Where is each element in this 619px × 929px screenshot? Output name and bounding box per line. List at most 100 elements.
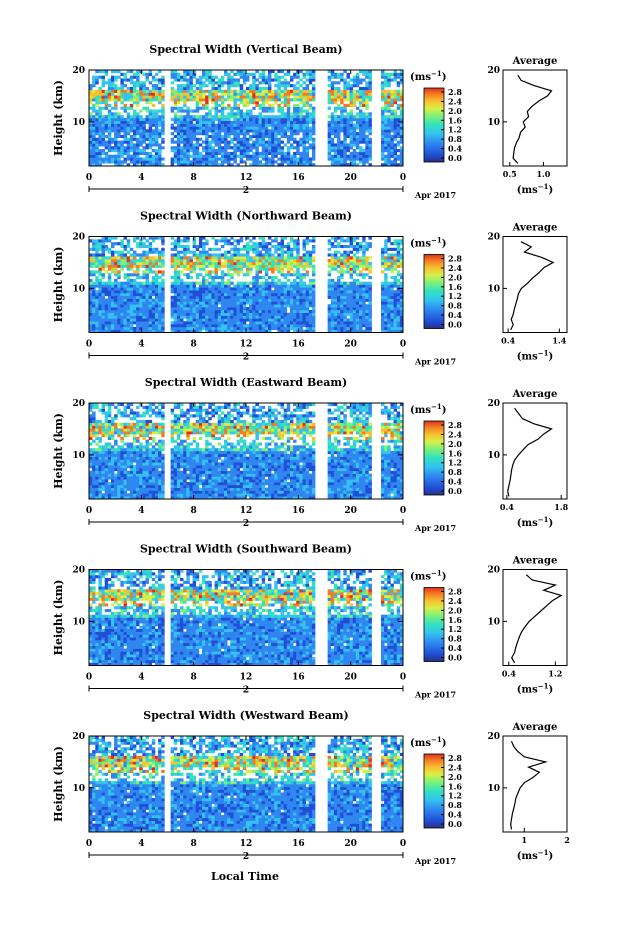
- heatmap-cell: [349, 143, 354, 147]
- heatmap-cell: [330, 75, 335, 79]
- heatmap-cell: [158, 253, 162, 257]
- heatmap-cell: [308, 95, 313, 99]
- heatmap-cell: [286, 242, 291, 246]
- heatmap-cell: [217, 151, 222, 155]
- heatmap-cell: [117, 132, 121, 136]
- heatmap-cell: [280, 89, 284, 93]
- heatmap-cell: [233, 143, 237, 147]
- heatmap-cell: [327, 318, 332, 322]
- heatmap-cell: [211, 140, 215, 144]
- heatmap-cell: [368, 143, 372, 147]
- heatmap-cell: [123, 95, 127, 99]
- heatmap-cell: [139, 287, 143, 291]
- heatmap-cell: [330, 278, 335, 282]
- heatmap-cell: [183, 84, 187, 88]
- heatmap-cell: [299, 307, 303, 311]
- heatmap-cell: [208, 309, 212, 314]
- heatmap-cell: [202, 160, 206, 164]
- heatmap-cell: [381, 106, 385, 110]
- heatmap-cell: [308, 120, 313, 124]
- heatmap-cell: [252, 78, 256, 82]
- heatmap-cell: [189, 132, 193, 136]
- heatmap-cell: [239, 270, 244, 274]
- heatmap-cell: [236, 146, 241, 150]
- heatmap-cell: [158, 118, 162, 122]
- heatmap-cell: [180, 115, 184, 119]
- heatmap-cell: [236, 123, 241, 127]
- heatmap-cell: [211, 95, 215, 99]
- heatmap-cell: [233, 321, 237, 325]
- heatmap-cell: [352, 115, 357, 119]
- heatmap-cell: [154, 309, 159, 314]
- heatmap-cell: [286, 126, 291, 130]
- heatmap-cell: [296, 292, 300, 297]
- heatmap-cell: [158, 307, 162, 311]
- heatmap-cell: [255, 247, 259, 251]
- heatmap-cell: [236, 70, 241, 74]
- heatmap-cell: [261, 151, 266, 155]
- heatmap-cell: [267, 264, 272, 268]
- heatmap-cell: [214, 270, 219, 274]
- heatmap-cell: [123, 92, 127, 96]
- heatmap-cell: [104, 315, 109, 319]
- heatmap-cell: [173, 304, 178, 308]
- heatmap-cell: [267, 321, 272, 325]
- heatmap-cell: [236, 253, 241, 257]
- heatmap-cell: [183, 292, 187, 297]
- heatmap-cell: [352, 315, 357, 319]
- heatmap-cell: [280, 112, 284, 116]
- heatmap-cell: [132, 270, 137, 274]
- heatmap-cell: [95, 157, 99, 161]
- heatmap-cell: [220, 315, 225, 319]
- heatmap-cell: [340, 123, 344, 127]
- heatmap-cell: [359, 304, 363, 308]
- heatmap-cell: [305, 307, 310, 311]
- heatmap-cell: [258, 253, 262, 257]
- heatmap-cell: [249, 315, 253, 319]
- heatmap-cell: [233, 89, 237, 93]
- heatmap-cell: [255, 264, 259, 268]
- heatmap-cell: [129, 98, 134, 102]
- heatmap-cell: [101, 281, 105, 285]
- heatmap-cell: [148, 242, 153, 246]
- heatmap-cell: [114, 315, 118, 319]
- heatmap-cell: [136, 276, 140, 280]
- heatmap-cell: [176, 315, 181, 319]
- heatmap-cell: [264, 324, 269, 328]
- heatmap-cell: [368, 154, 372, 158]
- heatmap-cell: [330, 292, 335, 297]
- heatmap-cell: [192, 239, 197, 243]
- heatmap-cell: [296, 112, 300, 116]
- heatmap-cell: [258, 270, 262, 274]
- heatmap-cell: [330, 309, 335, 314]
- heatmap-cell: [107, 301, 112, 305]
- heatmap-cell: [104, 247, 109, 251]
- heatmap-cell: [289, 78, 294, 82]
- heatmap-cell: [114, 321, 118, 325]
- heatmap-cell: [170, 118, 175, 122]
- heatmap-cell: [176, 239, 181, 243]
- heatmap-cell: [211, 126, 215, 130]
- heatmap-cell: [95, 278, 99, 282]
- heatmap-cell: [299, 78, 303, 82]
- heatmap-cell: [274, 72, 278, 76]
- heatmap-cell: [173, 126, 178, 130]
- heatmap-cell: [92, 95, 96, 99]
- heatmap-cell: [343, 106, 347, 110]
- heatmap-cell: [148, 95, 153, 99]
- heatmap-cell: [211, 120, 215, 124]
- heatmap-cell: [362, 287, 366, 291]
- heatmap-cell: [170, 163, 175, 167]
- heatmap-cell: [205, 146, 209, 150]
- heatmap-cell: [277, 284, 281, 288]
- heatmap-cell: [384, 78, 388, 82]
- heatmap-cell: [104, 134, 109, 139]
- heatmap-cell: [176, 290, 181, 294]
- heatmap-cell: [337, 157, 341, 161]
- heatmap-cell: [217, 281, 222, 285]
- heatmap-cell: [208, 256, 212, 260]
- heatmap-cell: [189, 290, 193, 294]
- heatmap-cell: [305, 304, 310, 308]
- heatmap-cell: [132, 92, 137, 96]
- heatmap-cell: [101, 129, 105, 133]
